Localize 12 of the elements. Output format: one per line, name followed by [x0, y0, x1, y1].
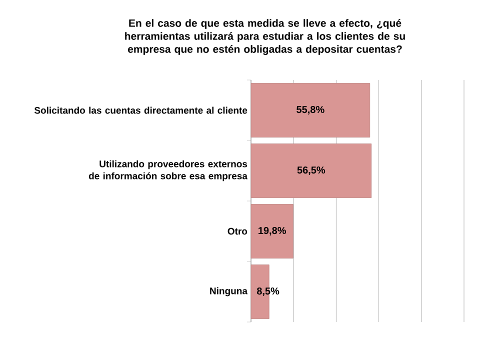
data-label: 56,5% [297, 166, 326, 176]
y-tick-label: Ninguna [210, 287, 248, 296]
bar [250, 204, 294, 258]
y-tick-label: Otro [228, 228, 248, 235]
y-tick-label: Solicitando las cuentas directamente al cliente [34, 106, 248, 114]
bar [250, 144, 372, 198]
data-label: 19,8% [258, 226, 286, 236]
data-label: 8,5% [256, 287, 280, 296]
data-label: 55,8% [296, 106, 324, 115]
chart-title: En el caso de que esta medida se lleve a efecto, ¿qué herramientas utilizará para estudiar a los clientes de su empresa que no estén obligadas a depositar cuentas? [125, 19, 405, 55]
y-tick-label: Utilizando proveedores externos de información sobre esa empresa [88, 160, 248, 182]
bar [250, 83, 370, 138]
